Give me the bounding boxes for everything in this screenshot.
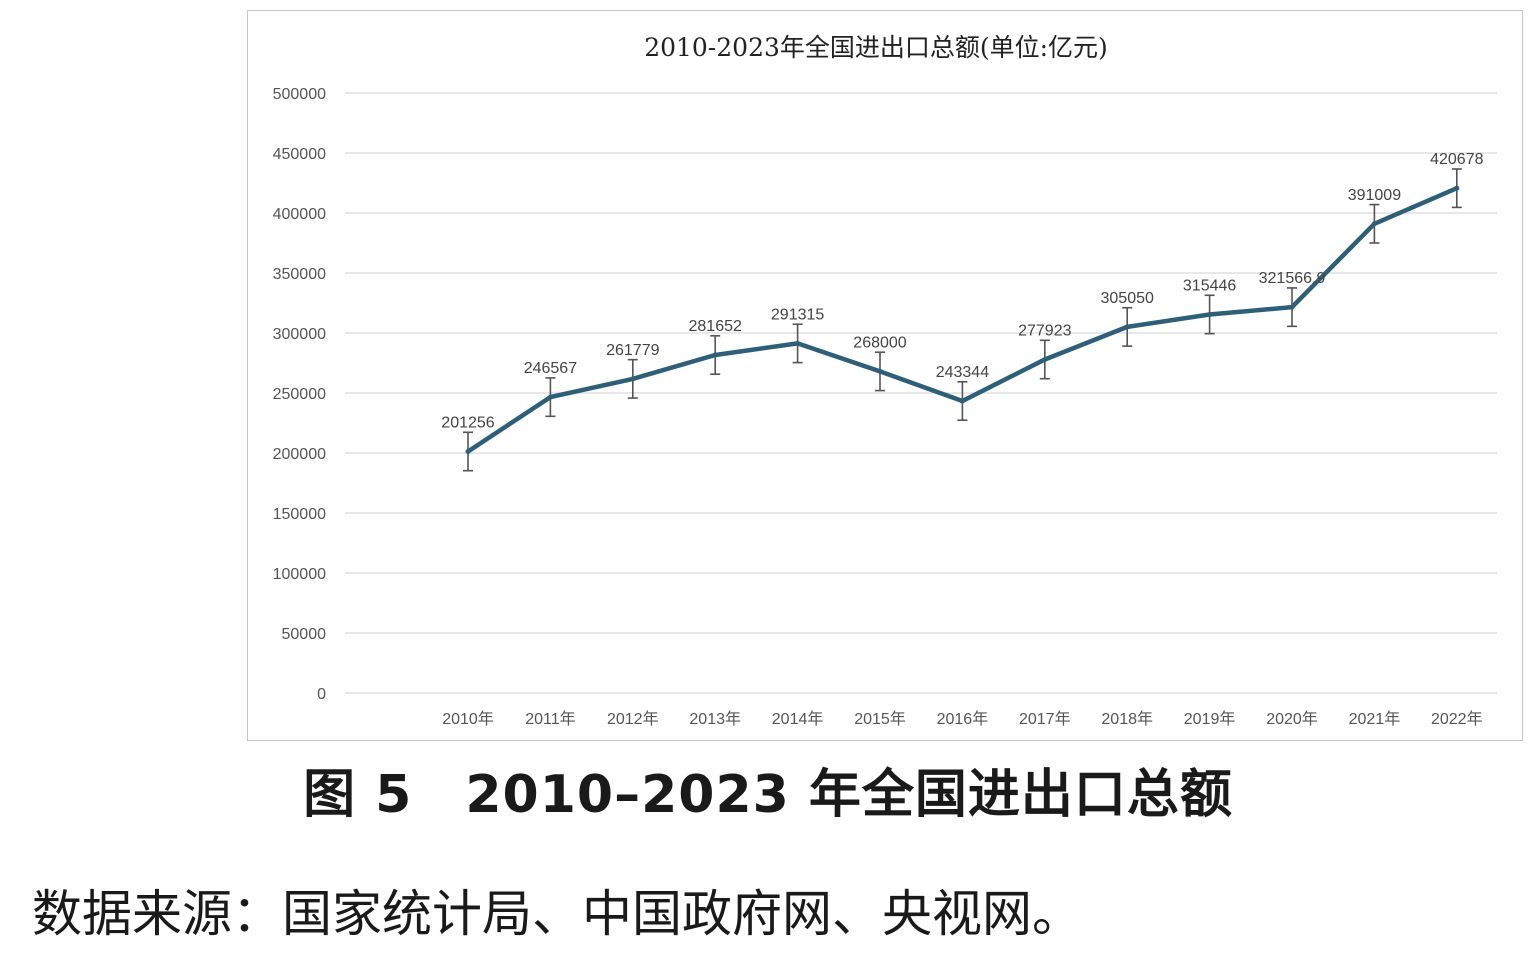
x-axis-ticks: 2010年 2011年 2012年 2013年 2014年 2015年 2016年 2017年… bbox=[442, 710, 1482, 728]
data-point bbox=[1289, 304, 1295, 310]
data-point bbox=[959, 398, 965, 404]
data-label: 321566.9 bbox=[1259, 270, 1326, 287]
data-label: 277923 bbox=[1018, 322, 1071, 339]
y-tick-label: 200000 bbox=[273, 446, 326, 463]
error-bar bbox=[957, 380, 968, 421]
data-label: 268000 bbox=[853, 334, 906, 351]
error-bar bbox=[1122, 306, 1133, 347]
error-bar bbox=[1451, 168, 1462, 209]
data-point bbox=[630, 376, 636, 382]
error-bar bbox=[1369, 203, 1380, 244]
x-tick-label: 2014年 bbox=[772, 710, 824, 728]
gridlines bbox=[345, 92, 1497, 694]
data-point bbox=[877, 368, 883, 374]
x-tick-label: 2016年 bbox=[937, 710, 989, 728]
x-tick-label: 2015年 bbox=[854, 710, 906, 728]
y-tick-label: 500000 bbox=[273, 86, 326, 103]
y-tick-label: 150000 bbox=[273, 506, 326, 523]
data-label: 315446 bbox=[1183, 277, 1236, 294]
error-bar bbox=[792, 323, 803, 364]
error-bar bbox=[1204, 294, 1215, 335]
error-bar bbox=[1287, 287, 1297, 328]
data-label: 261779 bbox=[606, 342, 659, 359]
figure-caption: 图 5 2010–2023 年全国进出口总额 bbox=[303, 765, 1233, 825]
error-bar bbox=[545, 377, 556, 418]
x-tick-label: 2020年 bbox=[1266, 710, 1318, 728]
data-point bbox=[1371, 221, 1377, 227]
y-tick-label: 100000 bbox=[273, 566, 326, 583]
y-tick-label: 300000 bbox=[273, 326, 326, 343]
y-axis-ticks: 0 50000 100000 150000 200000 250000 300000 3500… bbox=[273, 86, 326, 703]
x-tick-label: 2017年 bbox=[1019, 710, 1071, 728]
error-bar bbox=[627, 358, 638, 399]
x-tick-label: 2011年 bbox=[525, 710, 575, 728]
source-note: 数据来源：国家统计局、中国政府网、央视网。 bbox=[32, 885, 1082, 943]
data-point bbox=[1454, 185, 1460, 191]
data-label: 391009 bbox=[1348, 187, 1401, 204]
x-tick-label: 2019年 bbox=[1184, 710, 1236, 728]
data-label: 420678 bbox=[1430, 151, 1483, 168]
y-tick-label: 450000 bbox=[273, 146, 326, 163]
data-point bbox=[547, 394, 553, 400]
error-bars bbox=[463, 168, 1462, 472]
data-label: 305050 bbox=[1101, 290, 1154, 307]
x-tick-label: 2010年 bbox=[442, 710, 494, 728]
data-point bbox=[712, 352, 718, 358]
x-tick-label: 2013年 bbox=[689, 710, 741, 728]
chart-title: 2010-2023年全国进出口总额(单位:亿元) bbox=[644, 33, 1108, 62]
x-tick-label: 2022年 bbox=[1431, 710, 1483, 728]
data-label: 281652 bbox=[689, 318, 742, 335]
y-tick-label: 350000 bbox=[273, 266, 326, 283]
y-tick-label: 400000 bbox=[273, 206, 326, 223]
data-label: 291315 bbox=[771, 306, 824, 323]
data-point bbox=[1042, 356, 1048, 362]
error-bar bbox=[463, 431, 473, 472]
y-tick-label: 250000 bbox=[273, 386, 326, 403]
data-point bbox=[795, 340, 801, 346]
data-labels: 201256 246567 261779 281652 291315 268000 2433… bbox=[441, 151, 1483, 431]
error-bar bbox=[875, 351, 885, 392]
error-bar bbox=[710, 335, 721, 376]
data-point bbox=[1207, 311, 1213, 317]
y-tick-label: 0 bbox=[317, 686, 326, 703]
y-tick-label: 50000 bbox=[282, 626, 327, 643]
data-point bbox=[1124, 324, 1130, 330]
error-bar bbox=[1039, 339, 1050, 380]
data-point bbox=[465, 448, 471, 454]
data-label: 243344 bbox=[936, 364, 989, 381]
data-label: 246567 bbox=[524, 360, 577, 377]
x-tick-label: 2021年 bbox=[1349, 710, 1401, 728]
data-label: 201256 bbox=[441, 414, 494, 431]
x-tick-label: 2012年 bbox=[607, 710, 659, 728]
x-tick-label: 2018年 bbox=[1101, 710, 1153, 728]
